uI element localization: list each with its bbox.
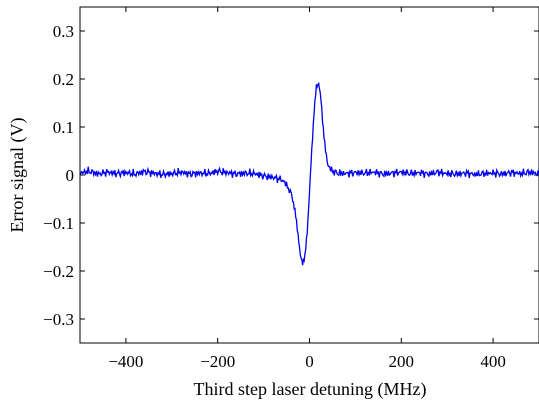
x-tick-label: −200	[200, 352, 235, 371]
tick-group	[80, 7, 539, 343]
x-tick-label: −400	[108, 352, 143, 371]
x-tick-label: 0	[305, 352, 314, 371]
tick-label-group: −400 −200 0 200 400 −0.3 −0.2 −0.1 0 0.1 0.2 0.3	[43, 22, 506, 371]
series-line	[79, 81, 539, 266]
x-axis-label: Third step laser detuning (MHz)	[194, 379, 427, 400]
y-tick-label: 0	[66, 166, 75, 185]
y-tick-label: −0.1	[43, 214, 74, 233]
y-axis-label: Error signal (V)	[7, 118, 28, 233]
x-tick-label: 200	[389, 352, 415, 371]
y-tick-label: 0.2	[53, 70, 74, 89]
y-tick-label: −0.3	[43, 310, 74, 329]
y-tick-label: 0.1	[53, 118, 74, 137]
y-tick-label: −0.2	[43, 262, 74, 281]
y-tick-label: 0.3	[53, 22, 74, 41]
x-tick-label: 400	[480, 352, 506, 371]
